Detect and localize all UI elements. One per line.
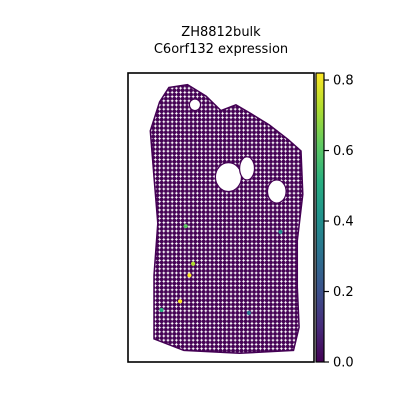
data-point: [187, 273, 192, 278]
colorbar-tick-label: 0.4: [333, 215, 354, 230]
data-point: [191, 261, 196, 266]
data-point: [177, 299, 183, 304]
tissue-hole: [188, 98, 202, 112]
data-point: [159, 307, 164, 313]
colorbar-frame: [315, 72, 325, 363]
data-point: [246, 310, 251, 315]
colorbar-tick-label: 0.2: [333, 285, 354, 300]
colorbar-gradient: [316, 73, 324, 362]
data-point: [278, 229, 283, 235]
colorbar-tick-label: 0.6: [333, 144, 354, 159]
colorbar-tick-label: 0.8: [333, 74, 354, 89]
chart-title: ZH8812bulk: [181, 25, 261, 40]
data-point: [183, 224, 188, 229]
plot-frame: [127, 72, 315, 363]
tissue-hole: [238, 156, 256, 181]
tissue-hole: [214, 161, 243, 193]
colorbar-tick-label: 0.0: [333, 356, 354, 371]
chart-subtitle: C6orf132 expression: [153, 42, 289, 57]
tissue-spots: [149, 83, 304, 355]
tissue-hole: [266, 179, 287, 204]
